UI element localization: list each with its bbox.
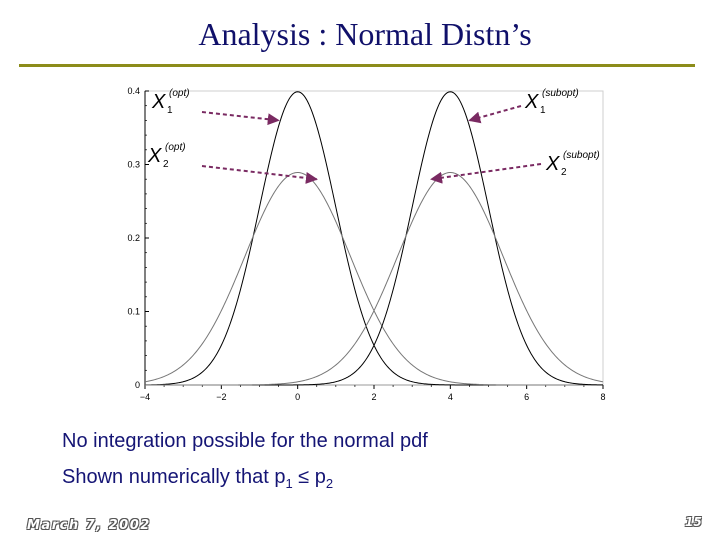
x-tick-label: 2 <box>371 392 376 402</box>
label-variable: X <box>147 145 162 167</box>
label-superscript: (subopt) <box>542 88 579 99</box>
x-tick-label: 0 <box>295 392 300 402</box>
bullet-shown-numerically: Shown numerically that p1 ≤ p2 <box>62 466 333 491</box>
density-curve <box>144 172 603 386</box>
relation-text: ≤ p <box>292 466 326 488</box>
bullet-no-integration: No integration possible for the normal p… <box>62 430 428 453</box>
curve-label: X 1 (opt) <box>151 88 280 126</box>
x-tick-label: 4 <box>448 392 453 402</box>
chart-axes: 0 0.1 0.2 0.3 0.4 −4 −2 0 2 4 6 8 <box>127 86 605 402</box>
label-subscript: 1 <box>540 105 546 116</box>
label-superscript: (subopt) <box>563 150 600 161</box>
bullet-text: Shown numerically that p <box>62 466 286 488</box>
normal-density-chart: 00.10.20.30.4−4 −2 0 2 4 6 8 X 1(opt)X 2(opt)X 1(… <box>127 86 605 402</box>
curve-label: X 2 (subopt) <box>430 150 600 184</box>
y-tick-label: 0.3 <box>127 160 140 170</box>
curve-label: X 2 (opt) <box>147 142 318 184</box>
y-tick-label: 0.1 <box>127 307 140 317</box>
curve-label: X 1 (subopt) <box>468 88 579 124</box>
plot-frame <box>144 90 604 386</box>
chart-curves <box>144 91 604 386</box>
footer-date: March 7, 2002 <box>27 518 151 533</box>
x-tick-label: −4 <box>140 392 150 402</box>
p1-subscript: 1 <box>285 476 293 491</box>
label-subscript: 2 <box>561 167 567 178</box>
title-divider <box>19 64 695 67</box>
p2-subscript: 2 <box>325 476 334 491</box>
y-tick-label: 0.4 <box>127 86 140 96</box>
bullet-text: No integration possible for the normal p… <box>62 430 428 452</box>
label-superscript: (opt) <box>165 142 186 153</box>
slide-title: Analysis : Normal Distn’s <box>198 16 532 52</box>
label-subscript: 1 <box>167 105 173 116</box>
label-variable: X <box>545 153 560 175</box>
label-arrow <box>468 105 522 124</box>
label-arrow <box>430 163 542 184</box>
label-variable: X <box>524 91 539 113</box>
y-tick-label: 0.2 <box>127 233 140 243</box>
label-variable: X <box>151 91 166 113</box>
label-subscript: 2 <box>163 159 169 170</box>
label-arrow <box>201 165 318 184</box>
chart-annotations: X 1(opt)X 2(opt)X 1(subopt)X 2(subopt) <box>147 88 600 184</box>
density-curve <box>145 91 604 386</box>
density-curve <box>144 91 603 386</box>
label-arrow <box>201 111 280 126</box>
x-tick-label: 6 <box>524 392 529 402</box>
y-tick-label: 0 <box>135 380 140 390</box>
x-tick-label: −2 <box>216 392 226 402</box>
page-number: 15 <box>685 515 702 529</box>
x-tick-label: 8 <box>600 392 605 402</box>
label-superscript: (opt) <box>169 88 190 99</box>
density-curve <box>145 172 604 386</box>
